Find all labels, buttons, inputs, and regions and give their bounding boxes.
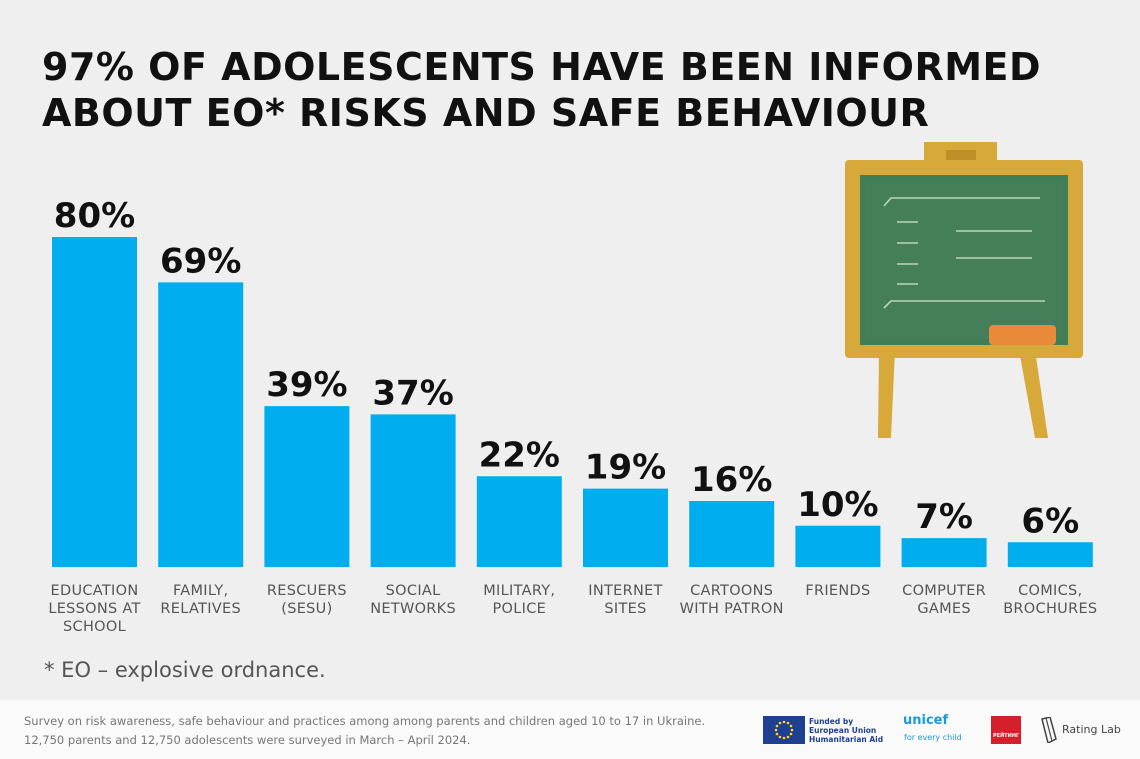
source-line-1: Survey on risk awareness, safe behaviour… bbox=[24, 714, 706, 728]
page-title: 97% OF ADOLESCENTS HAVE BEEN INFORMED AB… bbox=[42, 45, 1042, 135]
eu-flag-icon bbox=[763, 716, 805, 744]
reiting-logo: РЕЙТИНГ bbox=[991, 716, 1021, 744]
unicef-tagline: for every child bbox=[904, 733, 962, 742]
category-label: POLICE bbox=[492, 601, 546, 617]
bar bbox=[52, 237, 137, 567]
rating-lab-logo: Rating Lab bbox=[1040, 716, 1121, 744]
category-label: (SESU) bbox=[281, 601, 332, 617]
category-label: GAMES bbox=[917, 601, 971, 617]
bar-value-label: 80% bbox=[54, 196, 135, 236]
bar bbox=[264, 406, 350, 567]
bar-value-label: 6% bbox=[1021, 501, 1079, 541]
category-label: RELATIVES bbox=[160, 601, 241, 617]
footnote: * EO – explosive ordnance. bbox=[44, 658, 326, 682]
rating-lab-icon bbox=[1041, 717, 1057, 743]
footer: Survey on risk awareness, safe behaviour… bbox=[0, 700, 1140, 759]
eu-humanitarian-aid-logo: Funded by European Union Humanitarian Ai… bbox=[763, 716, 883, 744]
bar-value-label: 69% bbox=[160, 241, 241, 281]
survey-source: Survey on risk awareness, safe behaviour… bbox=[24, 712, 764, 750]
bar-value-label: 19% bbox=[585, 448, 666, 488]
unicef-wordmark: unicef bbox=[903, 713, 949, 728]
bar bbox=[901, 538, 987, 567]
chalkboard-icon bbox=[845, 142, 1083, 438]
category-label: NETWORKS bbox=[370, 601, 456, 617]
category-label: SOCIAL bbox=[386, 583, 441, 599]
category-label: LESSONS AT bbox=[48, 601, 140, 617]
bar-value-label: 39% bbox=[266, 365, 347, 405]
category-label: FRIENDS bbox=[805, 583, 870, 599]
bar bbox=[1007, 542, 1093, 567]
category-label: WITH PATRON bbox=[680, 601, 784, 617]
category-label: CARTOONS bbox=[690, 583, 773, 599]
category-label: INTERNET bbox=[588, 583, 662, 599]
category-label: SCHOOL bbox=[63, 619, 126, 635]
source-line-2: 12,750 parents and 12,750 adolescents we… bbox=[24, 733, 471, 747]
bar bbox=[689, 501, 775, 567]
bar-value-label: 10% bbox=[797, 485, 878, 525]
bar bbox=[583, 488, 668, 567]
bar-value-label: 22% bbox=[479, 435, 560, 475]
category-label: FAMILY, bbox=[173, 583, 228, 599]
eu-logo-text: Funded by European Union Humanitarian Ai… bbox=[809, 717, 884, 744]
category-label: RESCUERS bbox=[267, 583, 347, 599]
category-label: BROCHURES bbox=[1003, 601, 1097, 617]
bar bbox=[158, 282, 244, 567]
category-label: EDUCATION bbox=[51, 583, 139, 599]
bar-value-label: 7% bbox=[915, 497, 973, 537]
category-label: MILITARY, bbox=[483, 583, 555, 599]
bar bbox=[370, 414, 456, 567]
bar bbox=[795, 525, 881, 567]
bar-value-label: 37% bbox=[372, 373, 453, 413]
rating-lab-wordmark: Rating Lab bbox=[1062, 723, 1121, 736]
reiting-wordmark: РЕЙТИНГ bbox=[993, 733, 1020, 739]
bar-value-label: 16% bbox=[691, 460, 772, 500]
unicef-logo: unicef for every child bbox=[903, 713, 965, 747]
bar bbox=[476, 476, 562, 567]
category-label: COMICS, bbox=[1018, 583, 1082, 599]
category-label: COMPUTER bbox=[902, 583, 986, 599]
category-label: SITES bbox=[604, 601, 646, 617]
